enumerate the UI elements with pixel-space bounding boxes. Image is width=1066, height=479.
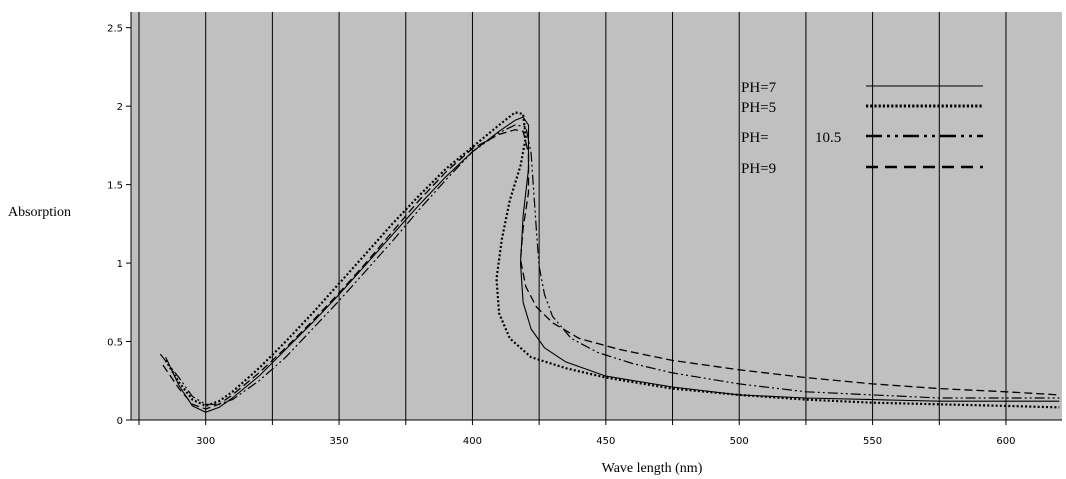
x-tick-label: 350 [330,436,349,447]
y-tick-label: 2 [117,102,123,113]
legend-label-4: PH=9 [741,161,776,177]
plot-area [131,12,1062,420]
legend-label-1: PH=7 [741,80,777,96]
x-tick-label: 550 [863,436,882,447]
y-tick-label: 0.5 [107,338,123,349]
x-tick-label: 500 [730,436,749,447]
y-tick-label: 0 [117,416,123,427]
y-tick-label: 2.5 [107,24,123,35]
legend-label-suffix: 10.5 [815,130,841,146]
series-line-2 [164,111,1060,409]
series-line-4 [162,129,1060,410]
legend-label-3: PH= [741,130,769,146]
x-tick-label: 400 [463,436,482,447]
y-axis-title: Absorption [8,205,71,220]
series-line-1 [165,116,1060,413]
x-tick-label: 450 [596,436,615,447]
y-tick-label: 1 [117,259,123,270]
x-tick-label: 300 [196,436,215,447]
series-line-3 [159,124,1060,405]
legend-label-2: PH=5 [741,100,776,116]
x-axis-title: Wave length (nm) [602,461,703,476]
y-tick-label: 1.5 [107,181,123,192]
x-tick-label: 600 [996,436,1015,447]
